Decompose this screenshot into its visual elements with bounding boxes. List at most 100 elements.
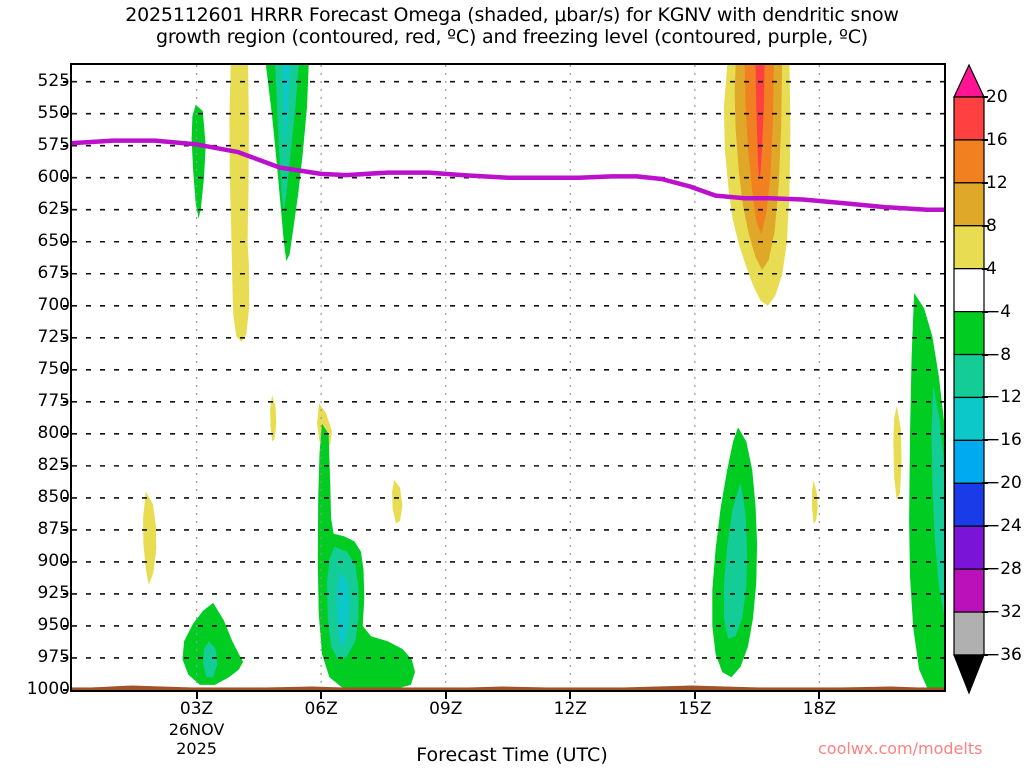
y-tick-label: 650 [37,230,70,251]
y-tick-label: 900 [37,550,70,571]
y-tick-mark [63,432,68,435]
x-tick-mark [818,692,821,699]
colorbar-band [953,225,985,270]
omega-band-green [182,602,244,685]
omega-band-yellow [229,65,250,342]
omega-band-green [191,104,206,219]
x-tick-label: 12Z [553,699,587,719]
y-tick-mark [63,656,68,659]
x-tick-mark [569,692,572,699]
page-title: 2025112601 HRRR Forecast Omega (shaded, … [0,4,1024,48]
y-tick-mark [63,560,68,563]
omega-band-cyan [282,65,291,153]
y-tick-mark [63,592,68,595]
colorbar-tick-mark [982,396,988,399]
y-tick-mark [63,624,68,627]
y-tick-label: 950 [37,614,70,635]
colorbar: 20 16 12 8 4 −4 −8 −12 −16 −20 −24 −28 −32 −36 [952,63,1024,695]
colorbar-tick-label: −4 [986,301,1012,322]
omega-band-teal [275,65,299,214]
y-tick-label: 800 [37,422,70,443]
omega-band-green [909,293,944,690]
omega-band-teal [203,641,218,678]
y-tick-label: 550 [37,102,70,123]
colorbar-tick-mark [982,611,988,614]
colorbar-under-arrow [953,654,985,695]
y-axis: 525 550 575 600 625 650 675 700 725 750 775 800 825 8… [0,0,70,768]
colorbar-tick-mark [982,138,988,141]
omega-band-red [755,65,765,181]
colorbar-tick-mark [982,181,988,184]
title-line-2: growth region (contoured, red, ºC) and f… [155,26,869,48]
colorbar-tick-mark [982,267,988,270]
colorbar-tick-mark [982,310,988,313]
date-line-2: 2025 [176,739,217,758]
colorbar-tick-label: −12 [986,387,1022,408]
colorbar-tick-mark [982,353,988,356]
watermark: coolwx.com/modelts [818,739,983,758]
colorbar-band [953,96,985,141]
colorbar-tick-label: −20 [986,473,1022,494]
colorbar-band [953,439,985,484]
y-tick-label: 925 [37,582,70,603]
y-tick-mark [63,272,68,275]
y-tick-mark [63,80,68,83]
colorbar-tick-label: 4 [986,258,997,279]
y-tick-label: 850 [37,486,70,507]
y-tick-mark [63,336,68,339]
colorbar-band [953,611,985,656]
y-tick-label: 1000 [26,679,70,699]
colorbar-tick-label: −28 [986,559,1022,580]
omega-band-yellow [392,480,403,524]
colorbar-over-arrow [953,63,985,98]
y-tick-label: 875 [37,518,70,539]
omega-band-yellow [893,405,902,501]
date-stamp: 26NOV 2025 [169,720,225,758]
title-line-1: 2025112601 HRRR Forecast Omega (shaded, … [125,4,899,26]
y-tick-label: 775 [37,390,70,411]
x-tick-label: 03Z [179,699,214,719]
colorbar-tick-label: −36 [986,645,1022,665]
y-tick-label: 675 [37,262,70,283]
y-tick-mark [63,400,68,403]
colorbar-tick-label: 20 [986,87,1008,107]
y-tick-label: 700 [37,294,70,315]
colorbar-tick-mark [982,568,988,571]
y-tick-label: 825 [37,454,70,475]
y-tick-mark [63,304,68,307]
colorbar-tick-label: −16 [986,430,1022,451]
x-tick-mark [693,692,696,699]
plot-area [70,63,946,692]
y-tick-label: 725 [37,326,70,347]
x-tick-mark [195,692,198,699]
y-tick-label: 600 [37,166,70,187]
x-tick-label: 09Z [429,699,463,719]
x-tick-label: 06Z [304,699,338,719]
colorbar-band [953,268,985,313]
omega-band-cyan [336,572,350,647]
colorbar-tick-mark [982,96,988,98]
omega-band-yellow [270,395,277,442]
colorbar-band [953,311,985,356]
x-tick-label: 18Z [802,699,837,719]
y-tick-mark [63,528,68,531]
colorbar-tick-label: −32 [986,602,1022,623]
y-tick-mark [63,176,68,179]
y-tick-mark [63,689,68,691]
omega-cross-section [72,65,944,690]
omega-band-teal [931,385,944,614]
y-tick-label: 750 [37,358,70,379]
colorbar-band [953,568,985,613]
y-tick-mark [63,240,68,243]
x-tick-label: 15Z [678,699,712,719]
colorbar-tick-label: −8 [986,344,1012,365]
omega-band-yellow [812,480,818,524]
x-tick-mark [320,692,323,699]
colorbar-tick-label: −24 [986,516,1022,537]
y-tick-label: 575 [37,134,70,155]
colorbar-band [953,525,985,570]
colorbar-tick-mark [982,224,988,227]
colorbar-swatches [953,63,985,695]
omega-band-yellow [143,491,157,585]
